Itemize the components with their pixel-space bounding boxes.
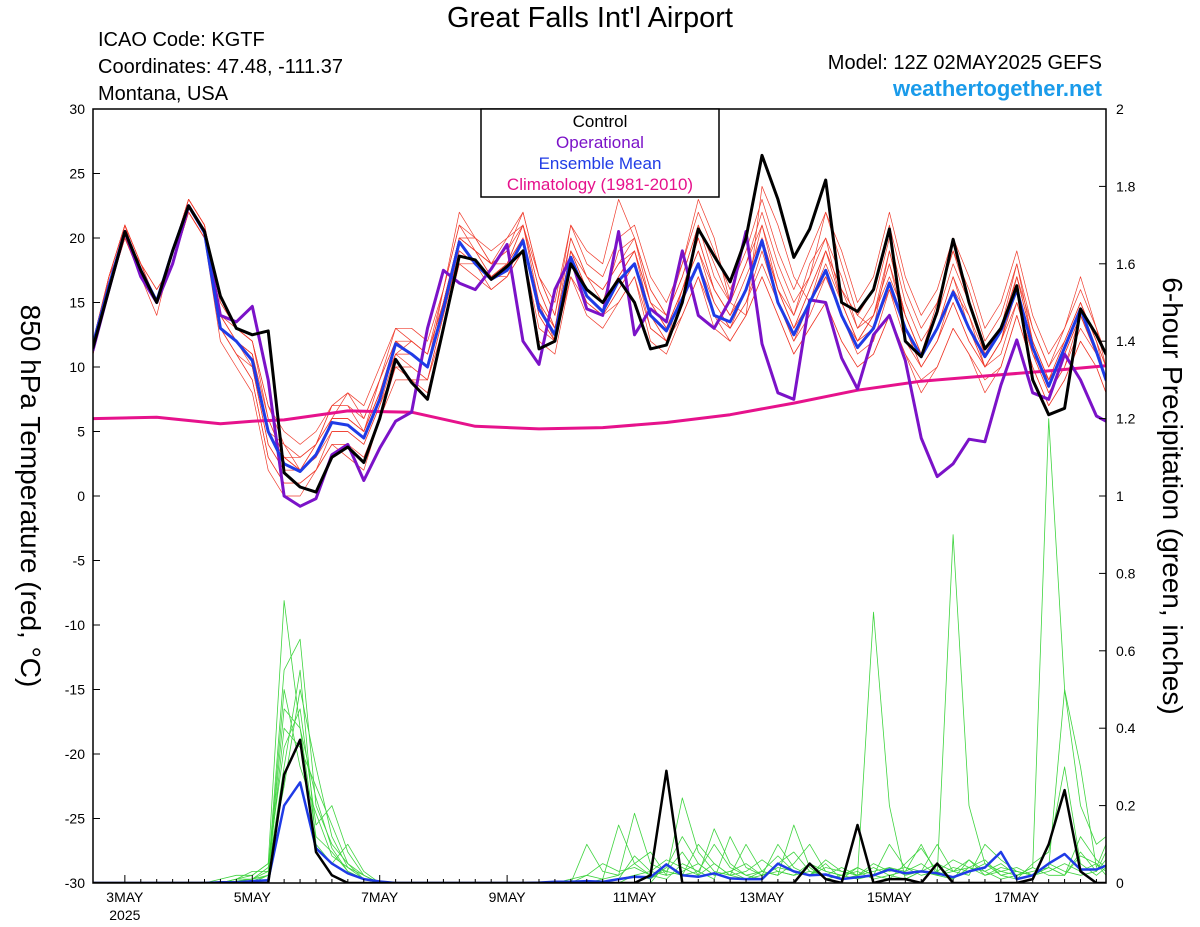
precip-member-line <box>93 689 1106 883</box>
model-run: Model: 12Z 02MAY2025 GEFS <box>827 52 1102 74</box>
right-tick-label: 1.8 <box>1116 178 1136 194</box>
left-tick-label: 10 <box>69 359 85 375</box>
temp-member-line <box>93 211 1106 471</box>
station-info: ICAO Code: KGTF Coordinates: 47.48, -111… <box>98 27 343 108</box>
precip-member-line <box>93 689 1106 883</box>
chart-legend: Control Operational Ensemble Mean Climatolo… <box>480 108 720 198</box>
left-tick-label: -10 <box>65 617 85 633</box>
temp-member-line <box>93 198 1106 445</box>
left-tick-label: 20 <box>69 230 85 246</box>
right-tick-label: 1 <box>1116 488 1124 504</box>
chart-axes: 302520151050-5-10-15-20-25-3021.81.61.41… <box>65 101 1136 923</box>
chart-title: Great Falls Int'l Airport <box>447 2 733 34</box>
operational-temp-line <box>93 204 1106 508</box>
temp-member-line <box>93 211 1106 471</box>
temp-member-lines <box>93 186 1106 497</box>
precip-member-line <box>93 727 1106 883</box>
right-tick-label: 0 <box>1116 875 1124 891</box>
precip-member-line <box>93 708 1106 883</box>
left-tick-label: -15 <box>65 682 85 698</box>
x-tick-year: 2025 <box>109 907 140 923</box>
left-tick-label: 30 <box>69 101 85 117</box>
right-tick-label: 1.2 <box>1116 411 1136 427</box>
legend-climatology: Climatology (1981-2010) <box>507 175 693 194</box>
left-tick-label: -30 <box>65 875 85 891</box>
x-tick-label: 5MAY <box>234 889 272 905</box>
x-tick-label: 3MAY <box>106 889 144 905</box>
control-temp-line <box>93 153 1106 494</box>
left-tick-label: 0 <box>77 488 85 504</box>
plot-frame <box>92 108 1107 884</box>
left-tick-label: -20 <box>65 746 85 762</box>
main-series-lines <box>93 153 1106 883</box>
precip-member-line <box>93 418 1106 883</box>
control-precip-line <box>93 738 1106 883</box>
x-tick-label: 7MAY <box>361 889 399 905</box>
left-tick-label: -25 <box>65 811 85 827</box>
location: Montana, USA <box>98 83 229 105</box>
precip-member-line <box>93 534 1106 883</box>
right-tick-label: 0.2 <box>1116 798 1136 814</box>
brand-link[interactable]: weathertogether.net <box>892 76 1102 101</box>
left-tick-label: 25 <box>69 166 85 182</box>
precip-member-lines <box>93 418 1106 883</box>
right-tick-label: 0.6 <box>1116 643 1136 659</box>
mean-temp-line <box>93 204 1106 473</box>
temp-member-line <box>93 198 1106 458</box>
right-tick-label: 0.8 <box>1116 565 1136 581</box>
legend-ensemble-mean: Ensemble Mean <box>539 154 662 173</box>
temp-member-line <box>93 211 1106 471</box>
left-tick-label: -5 <box>73 553 86 569</box>
coordinates: Coordinates: 47.48, -111.37 <box>98 56 343 78</box>
right-tick-label: 1.4 <box>1116 333 1136 349</box>
precip-member-line <box>93 611 1106 883</box>
right-tick-label: 1.6 <box>1116 256 1136 272</box>
x-tick-label: 11MAY <box>613 889 657 905</box>
right-tick-label: 0.4 <box>1116 720 1136 736</box>
legend-operational: Operational <box>556 133 644 152</box>
icao-code: ICAO Code: KGTF <box>98 29 265 51</box>
legend-box <box>480 108 720 198</box>
x-tick-label: 15MAY <box>867 889 913 905</box>
x-tick-label: 9MAY <box>489 889 527 905</box>
x-tick-label: 13MAY <box>740 889 786 905</box>
right-tick-label: 2 <box>1116 101 1124 117</box>
left-tick-label: 5 <box>77 424 85 440</box>
legend-control: Control <box>573 112 628 131</box>
temp-member-line <box>93 198 1106 458</box>
precip-member-line <box>93 600 1106 883</box>
x-tick-label: 17MAY <box>994 889 1040 905</box>
climatology-line <box>93 364 1106 431</box>
left-tick-label: 15 <box>69 295 85 311</box>
